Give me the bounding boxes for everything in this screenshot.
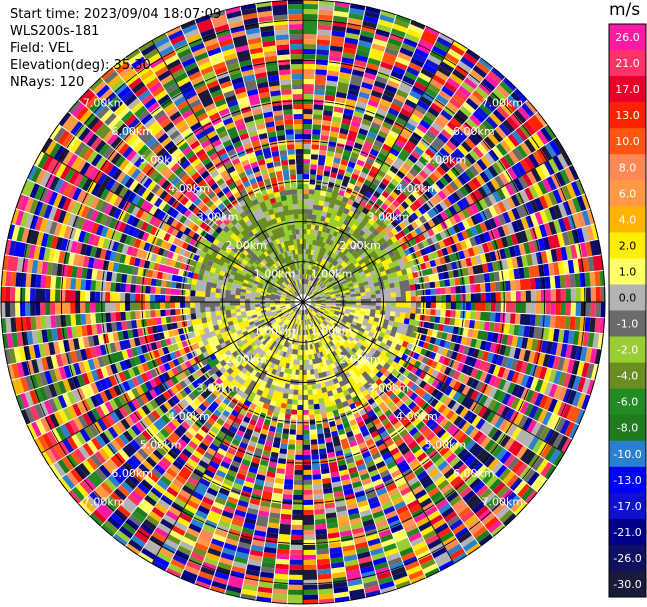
colorbar-swatch <box>609 310 646 337</box>
range-ring-label: 7.00km <box>83 97 125 110</box>
colorbar-unit: m/s <box>609 0 641 20</box>
range-ring-label: 5.00km <box>425 438 467 451</box>
colorbar-tick-label: -26.0 <box>613 552 641 565</box>
colorbar-swatch <box>609 571 646 598</box>
range-ring-label: 6.00km <box>111 467 153 480</box>
range-ring-label: 2.00km <box>339 239 381 252</box>
colorbar-swatch <box>609 440 646 468</box>
range-ring-labels: 1.00km 1.00km 1.00km 1.00km 2.00km 2.00km 2.00… <box>83 97 523 509</box>
range-ring-label: 3.00km <box>197 211 239 224</box>
colorbar-swatch <box>609 128 646 155</box>
azimuth-spoke <box>151 301 304 564</box>
colorbar-tick-label: -6.0 <box>617 396 638 409</box>
azimuth-spoke <box>302 40 455 303</box>
azimuth-spoke <box>151 40 304 303</box>
colorbar-tick-label: -8.0 <box>617 422 638 435</box>
colorbar: 26.0 21.0 17.0 13.0 10.0 8.0 6.0 4.0 2.0 1.0 0.0 -1… <box>608 23 647 598</box>
colorbar-swatch <box>609 388 646 416</box>
colorbar-tick-label: 8.0 <box>619 161 637 174</box>
colorbar-swatch <box>609 492 646 520</box>
colorbar-swatch <box>609 76 646 103</box>
velocity-bin-group <box>1 29 601 605</box>
range-ring-label: 3.00km <box>368 381 410 394</box>
range-ring-label: 1.00km <box>311 325 353 338</box>
velocity-bin-group <box>5 0 604 594</box>
range-ring-label: 5.00km <box>425 154 467 167</box>
colorbar-tick-label: -10.0 <box>613 448 641 461</box>
range-ring-label: 3.00km <box>368 211 410 224</box>
colorbar-tick-label: 17.0 <box>615 83 640 96</box>
colorbar-swatch <box>609 466 646 494</box>
colorbar-swatch <box>609 544 646 572</box>
azimuth-spoke <box>41 301 304 454</box>
range-ring-label: 3.00km <box>197 381 239 394</box>
colorbar-tick-label: 6.0 <box>619 187 637 200</box>
colorbar-tick-label: 4.0 <box>619 213 637 226</box>
info-block: Start time: 2023/09/04 18:07:09 WLS200s-… <box>10 6 221 91</box>
colorbar-border <box>608 23 647 598</box>
range-ring-label: 4.00km <box>168 410 210 423</box>
colorbar-tick-label: -2.0 <box>617 344 638 357</box>
elevation-text: Elevation(deg): 35.30 <box>10 58 151 73</box>
colorbar-swatch <box>609 24 646 51</box>
range-ring-label: 2.00km <box>225 239 267 252</box>
range-ring-label: 6.00km <box>111 125 153 138</box>
colorbar-swatch <box>609 50 646 77</box>
range-ring-label: 4.00km <box>396 182 438 195</box>
colorbar-swatch <box>609 362 646 390</box>
colorbar-tick-label: -4.0 <box>617 370 638 383</box>
colorbar-tick-label: 0.0 <box>619 292 637 305</box>
range-ring-label: 2.00km <box>339 353 381 366</box>
colorbar-swatch <box>609 154 646 181</box>
colorbar-swatch <box>609 258 646 285</box>
azimuth-spoke <box>41 150 304 303</box>
velocity-bin-group <box>1 4 600 594</box>
colorbar-tick-label: -13.0 <box>613 474 641 487</box>
colorbar-tick-label: -1.0 <box>617 318 638 331</box>
range-ring-label: 1.00km <box>311 268 353 281</box>
azimuth-spoke <box>302 301 565 454</box>
range-ring-label: 5.00km <box>140 154 182 167</box>
colorbar-tick-label: 21.0 <box>615 57 640 70</box>
instrument-text: WLS200s-181 <box>10 24 100 39</box>
colorbar-tick-label: 1.0 <box>619 265 637 278</box>
range-ring-label: 2.00km <box>225 353 267 366</box>
colorbar-swatch <box>609 518 646 546</box>
colorbar-swatch <box>609 284 646 311</box>
range-ring-label: 5.00km <box>140 438 182 451</box>
velocity-bin-group <box>8 18 585 590</box>
range-ring-label: 7.00km <box>83 495 125 508</box>
colorbar-swatch <box>609 180 646 207</box>
azimuth-spoke <box>302 150 565 303</box>
nrays-text: NRays: 120 <box>10 75 85 90</box>
colorbar-swatch <box>609 414 646 442</box>
range-ring-label: 7.00km <box>482 97 524 110</box>
range-ring-label: 6.00km <box>453 125 495 138</box>
velocity-bin-group <box>4 10 605 601</box>
colorbar-tick-label: -17.0 <box>613 500 641 513</box>
range-ring-label: 4.00km <box>396 410 438 423</box>
colorbar-swatch <box>609 232 646 259</box>
colorbar-swatch <box>609 336 646 363</box>
azimuth-spokes <box>1 0 605 604</box>
range-ring-label: 6.00km <box>453 467 495 480</box>
field-text: Field: VEL <box>10 41 73 56</box>
range-ring-label: 4.00km <box>168 182 210 195</box>
start-time-text: Start time: 2023/09/04 18:07:09 <box>10 7 222 22</box>
colorbar-tick-label: -30.0 <box>613 578 641 591</box>
colorbar-tick-label: 13.0 <box>615 109 640 122</box>
colorbar-tick-label: 2.0 <box>619 239 637 252</box>
colorbar-tick-label: 26.0 <box>615 31 640 44</box>
colorbar-tick-label: -21.0 <box>613 526 641 539</box>
range-ring-label: 7.00km <box>482 495 524 508</box>
range-ring-label: 1.00km <box>254 268 296 281</box>
azimuth-spoke <box>302 301 455 564</box>
range-ring-label: 1.00km <box>254 325 296 338</box>
colorbar-swatch <box>609 102 646 129</box>
colorbar-swatch <box>609 206 646 233</box>
colorbar-tick-label: 10.0 <box>615 135 640 148</box>
